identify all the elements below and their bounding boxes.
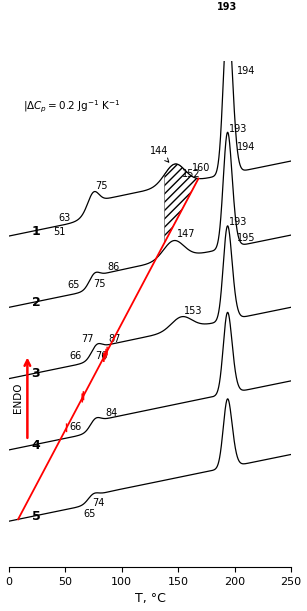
Text: 84: 84 <box>105 408 117 417</box>
Text: 51: 51 <box>53 227 65 237</box>
X-axis label: T, °C: T, °C <box>134 593 165 606</box>
Text: 5: 5 <box>32 510 40 523</box>
Text: 66: 66 <box>69 351 81 361</box>
Text: 65: 65 <box>84 508 96 519</box>
Text: ENDO: ENDO <box>13 382 22 413</box>
Text: 76: 76 <box>95 351 107 361</box>
Text: 2: 2 <box>32 296 40 309</box>
Text: 87: 87 <box>108 334 121 344</box>
Text: 63: 63 <box>59 213 71 223</box>
Text: 75: 75 <box>95 181 107 191</box>
Text: 65: 65 <box>68 280 80 290</box>
Text: 86: 86 <box>107 262 119 272</box>
Text: 4: 4 <box>32 439 40 452</box>
Text: $|\Delta C_p = 0.2\ \mathrm{Jg^{-1}\ K^{-1}}$: $|\Delta C_p = 0.2\ \mathrm{Jg^{-1}\ K^{… <box>23 99 120 115</box>
Text: 77: 77 <box>81 334 94 344</box>
Text: 194: 194 <box>237 66 255 76</box>
Text: 75: 75 <box>94 279 106 288</box>
Text: 193: 193 <box>216 2 237 12</box>
Text: 1: 1 <box>32 225 40 238</box>
Text: 144: 144 <box>150 147 169 162</box>
Text: 160: 160 <box>192 163 210 173</box>
Text: 193: 193 <box>229 124 247 134</box>
Text: 3: 3 <box>32 367 40 381</box>
Text: 66: 66 <box>69 422 81 433</box>
Text: 147: 147 <box>177 229 196 239</box>
Text: 153: 153 <box>184 306 202 316</box>
Text: 74: 74 <box>92 498 105 508</box>
Text: 194: 194 <box>237 142 255 152</box>
Text: 195: 195 <box>237 233 255 243</box>
Text: 193: 193 <box>229 218 247 227</box>
Text: 152: 152 <box>181 169 200 178</box>
